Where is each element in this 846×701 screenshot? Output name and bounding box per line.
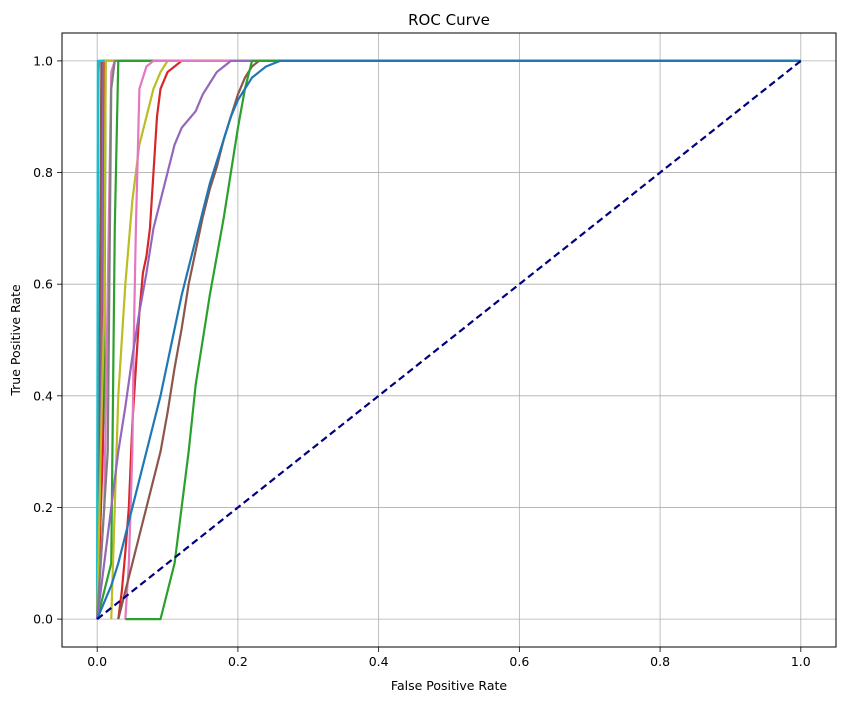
roc-series-line-12 (110, 59, 801, 620)
x-tick-label: 0.4 (369, 654, 389, 669)
y-tick-label: 0.8 (33, 165, 53, 180)
x-tick-label: 0.8 (650, 654, 670, 669)
series-group (96, 59, 802, 621)
x-tick-label: 0.6 (509, 654, 529, 669)
x-axis-label: False Positive Rate (391, 678, 507, 693)
roc-series-line-13 (124, 59, 801, 620)
y-tick-label: 0.4 (33, 388, 53, 403)
roc-series-line-14 (96, 59, 801, 620)
y-tick-label: 0.2 (33, 500, 53, 515)
grid (62, 33, 836, 647)
ticks: 0.0 0.2 0.4 0.6 0.8 1.0 0.0 0.2 0.4 0.6 0.8 1.0 (33, 53, 811, 669)
y-tick-label: 1.0 (33, 53, 53, 68)
x-tick-label: 0.0 (87, 654, 107, 669)
x-tick-label: 1.0 (791, 654, 811, 669)
x-tick-label: 0.2 (228, 654, 248, 669)
y-axis-label: True Positive Rate (8, 284, 23, 397)
plot-frame (61, 32, 837, 648)
diagonal-reference-line (96, 60, 802, 620)
y-tick-label: 0.6 (33, 277, 53, 292)
chart-title: ROC Curve (408, 11, 490, 29)
roc-series-line-17 (96, 59, 801, 620)
roc-series-line-15 (117, 59, 801, 620)
roc-series-line-16 (125, 59, 801, 621)
y-tick-label: 0.0 (33, 612, 53, 627)
